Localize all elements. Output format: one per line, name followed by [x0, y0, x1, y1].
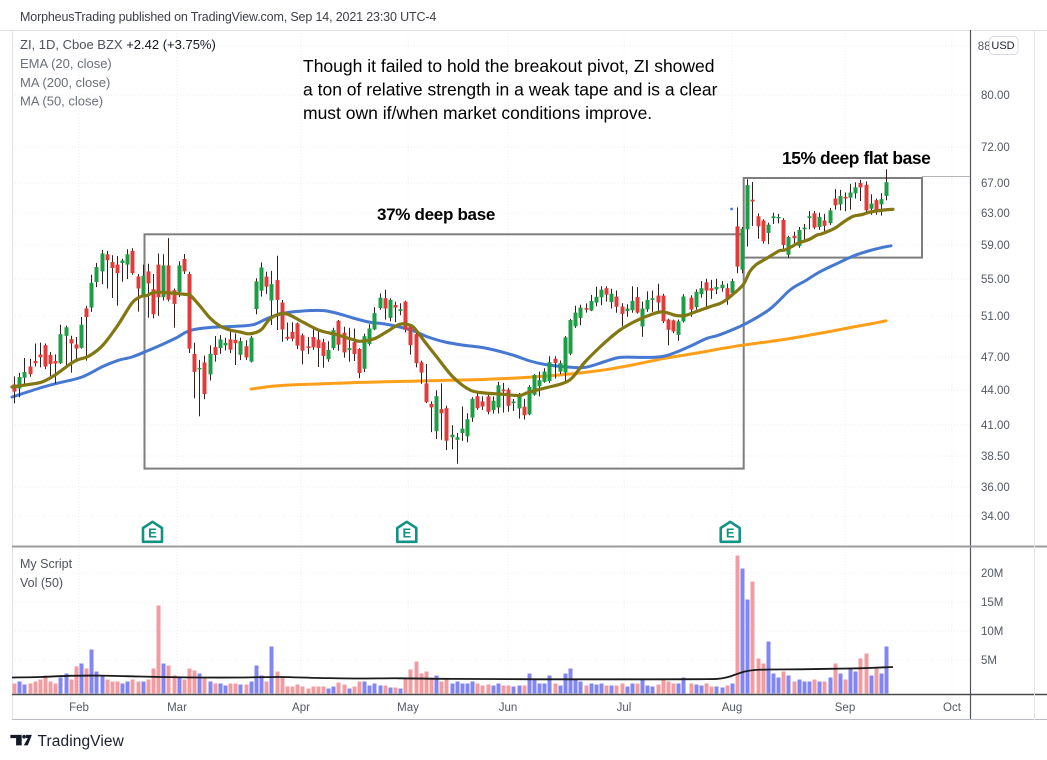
svg-text:15% deep flat base: 15% deep flat base	[782, 148, 931, 168]
svg-text:Jul: Jul	[617, 702, 632, 714]
svg-text:36.00: 36.00	[981, 482, 1010, 494]
svg-text:E: E	[726, 525, 735, 540]
svg-text:ZI, 1D, Cboe BZX +2.42 (+3.75: ZI, 1D, Cboe BZX +2.42 (+3.75%)	[20, 37, 216, 52]
svg-text:Though it failed to hold the b: Though it failed to hold the breakout pi…	[303, 56, 715, 76]
svg-text:Mar: Mar	[167, 702, 187, 714]
svg-text:EMA (20, close): EMA (20, close)	[20, 56, 112, 71]
svg-text:10M: 10M	[981, 626, 1003, 638]
svg-text:63.00: 63.00	[981, 208, 1010, 220]
svg-text:Oct: Oct	[943, 702, 962, 714]
svg-text:37% deep base: 37% deep base	[377, 205, 495, 224]
svg-text:Apr: Apr	[292, 702, 310, 714]
svg-text:44.00: 44.00	[981, 385, 1010, 397]
svg-text:80.00: 80.00	[981, 90, 1010, 102]
svg-text:51.00: 51.00	[981, 311, 1010, 323]
svg-text:MorpheusTrading published on T: MorpheusTrading published on TradingView…	[20, 10, 436, 24]
svg-text:May: May	[397, 702, 419, 714]
svg-text:MA (50, close): MA (50, close)	[20, 94, 103, 109]
svg-text:USD: USD	[991, 40, 1014, 52]
svg-text:must own if/when market condit: must own if/when market conditions impro…	[303, 103, 652, 123]
svg-text:TradingView: TradingView	[38, 733, 125, 750]
svg-text:67.00: 67.00	[981, 178, 1010, 190]
svg-text:20M: 20M	[981, 568, 1003, 580]
svg-text:Vol (50): Vol (50)	[20, 576, 63, 590]
svg-text:59.00: 59.00	[981, 240, 1010, 252]
svg-text:34.00: 34.00	[981, 511, 1010, 523]
svg-text:E: E	[402, 525, 411, 540]
svg-text:38.50: 38.50	[981, 451, 1010, 463]
svg-text:a ton of relative strength in: a ton of relative strength in a weak tap…	[303, 80, 718, 100]
svg-text:55.00: 55.00	[981, 274, 1010, 286]
svg-text:Jun: Jun	[499, 702, 518, 714]
svg-text:MA (200, close): MA (200, close)	[20, 75, 110, 90]
svg-text:47.00: 47.00	[981, 352, 1010, 364]
svg-text:Feb: Feb	[69, 702, 89, 714]
svg-text:Sep: Sep	[835, 702, 855, 714]
svg-text:Aug: Aug	[722, 702, 742, 714]
svg-text:15M: 15M	[981, 597, 1003, 609]
svg-text:72.00: 72.00	[981, 142, 1010, 154]
svg-text:88: 88	[978, 41, 991, 53]
svg-text:E: E	[148, 525, 157, 540]
svg-text:5M: 5M	[981, 655, 997, 667]
svg-text:41.00: 41.00	[981, 420, 1010, 432]
svg-text:My Script: My Script	[20, 557, 73, 571]
